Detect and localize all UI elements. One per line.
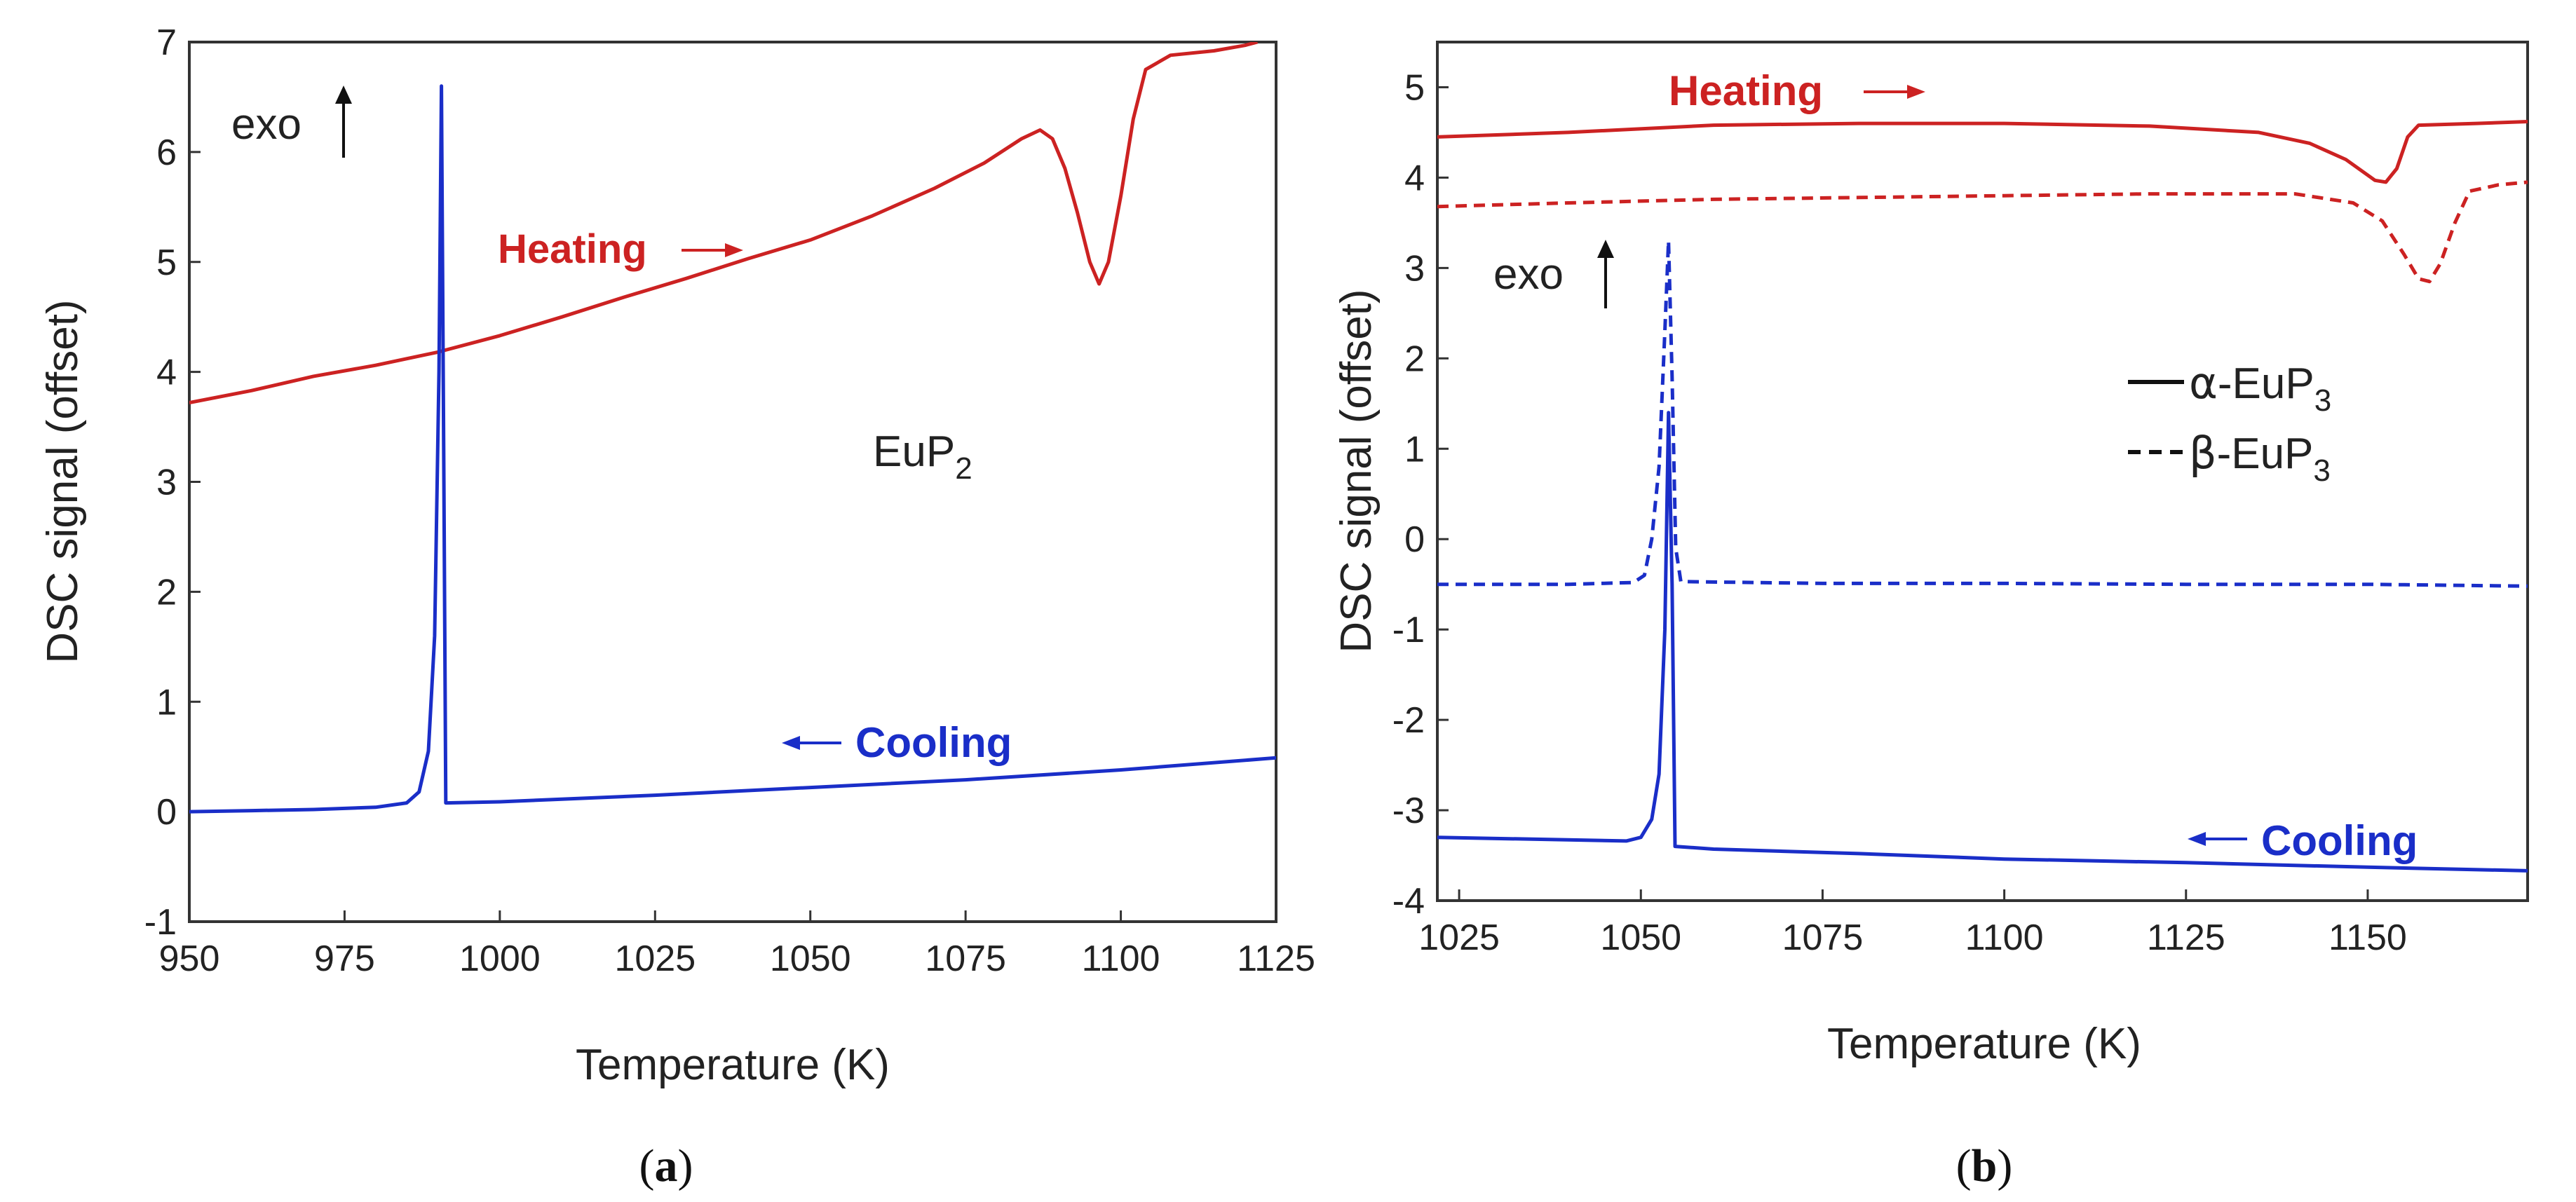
panel-a-x-tick-label: 950 bbox=[159, 938, 220, 979]
legend-item-alpha: α-EuP3 bbox=[2128, 357, 2331, 418]
panel-b-x-tick-label: 1025 bbox=[1418, 917, 1500, 958]
panel-a-y-tick-label: 0 bbox=[156, 792, 177, 833]
panel-a-caption-letter: a bbox=[655, 1140, 678, 1191]
panel-b-cooling-arrow-icon bbox=[2188, 832, 2247, 846]
panel-a-y-tick-label: 3 bbox=[156, 463, 177, 503]
legend-alpha-subscript: 3 bbox=[2314, 383, 2331, 418]
panel-a-x-tick-label: 1100 bbox=[1082, 938, 1160, 979]
panel-a-exo-arrow-icon bbox=[335, 86, 352, 158]
panel-b-caption-close: ) bbox=[1997, 1140, 2012, 1191]
legend-beta-greek: β bbox=[2189, 428, 2217, 479]
panel-b-exo-annotation: exo bbox=[1493, 240, 1614, 308]
panel-b-y-tick-label: 1 bbox=[1404, 429, 1425, 470]
panel-a-y-tick-label: 2 bbox=[156, 572, 177, 613]
panel-b-heating-label: Heating bbox=[1669, 67, 1823, 114]
panel-b-y-tick-label: -3 bbox=[1392, 791, 1425, 831]
panel-a-x-tick-label: 1125 bbox=[1237, 938, 1315, 979]
panel-a-caption-open: ( bbox=[639, 1140, 655, 1191]
panel-a-exo-label: exo bbox=[231, 100, 301, 149]
panel-a-caption-close: ) bbox=[678, 1140, 693, 1191]
panel-b-y-tick-label: -1 bbox=[1392, 610, 1425, 650]
panel-a-x-tick-label: 1075 bbox=[925, 938, 1006, 979]
panel-a-heating-annotation: Heating bbox=[498, 226, 743, 272]
panel-a-y-tick-label: 7 bbox=[156, 22, 177, 63]
panel-b-x-tick-label: 1100 bbox=[1965, 917, 2044, 958]
panel-a-sample-subscript: 2 bbox=[955, 451, 972, 486]
panel-b-series-line-2 bbox=[1437, 411, 2528, 873]
legend-alpha-greek: α bbox=[2189, 357, 2218, 409]
panel-a-y-tick-label: -1 bbox=[144, 902, 177, 943]
legend-alpha-label: α-EuP3 bbox=[2189, 357, 2331, 418]
panel-b-y-tick-label: -2 bbox=[1392, 700, 1425, 741]
panel-b: 1025 1050 1075 1100 1125 1150 -4 -3 -2 -1 0 1 2 3 4 5 T… bbox=[1332, 41, 2529, 1191]
panel-a-series-line-0 bbox=[189, 42, 1259, 404]
panel-a-caption-label: (a) bbox=[639, 1140, 693, 1191]
panel-a-y-tick-label: 6 bbox=[156, 132, 177, 173]
panel-b-y-tick-label: -4 bbox=[1392, 881, 1425, 922]
panel-b-x-tick-label: 1050 bbox=[1600, 917, 1681, 958]
panel-a-exo-annotation: exo bbox=[231, 86, 352, 158]
panel-b-y-tick-label: 5 bbox=[1404, 67, 1425, 108]
panel-b-x-axis-title: Temperature (K) bbox=[1827, 1020, 2141, 1068]
panel-a: 950 975 1000 1025 1050 1075 1100 1125 -1 0 1 2 3 4 5 6 7… bbox=[39, 22, 1315, 1191]
legend-beta-subscript: 3 bbox=[2313, 453, 2330, 488]
panel-b-heating-annotation: Heating bbox=[1669, 67, 1925, 114]
panel-b-series-line-0 bbox=[1437, 120, 2528, 184]
panel-a-sample-label: EuP2 bbox=[873, 428, 972, 486]
panel-a-x-tick-label: 975 bbox=[314, 938, 375, 979]
panel-a-y-tick-label: 4 bbox=[156, 353, 177, 393]
panel-b-y-axis-title: DSC signal (offset) bbox=[1332, 289, 1381, 653]
panel-b-x-tick-label: 1125 bbox=[2147, 917, 2225, 958]
panel-b-y-tick-label: 4 bbox=[1404, 158, 1425, 198]
panel-b-y-tick-label: 3 bbox=[1404, 248, 1425, 289]
panel-a-heating-label: Heating bbox=[498, 226, 647, 272]
panel-a-cooling-label: Cooling bbox=[855, 719, 1012, 766]
panel-a-x-tick-label: 1000 bbox=[459, 938, 541, 979]
panel-a-x-tick-label: 1050 bbox=[770, 938, 851, 979]
legend-beta-text: -EuP bbox=[2217, 430, 2314, 478]
panel-b-cooling-label: Cooling bbox=[2261, 817, 2418, 864]
panel-b-heating-arrow-icon bbox=[1864, 85, 1925, 99]
panel-b-caption-open: ( bbox=[1956, 1140, 1972, 1191]
panel-a-y-tick-label: 5 bbox=[156, 243, 177, 283]
panel-b-cooling-annotation: Cooling bbox=[2188, 817, 2418, 864]
panel-a-series-line-1 bbox=[189, 84, 1276, 814]
legend-alpha-text: -EuP bbox=[2218, 360, 2314, 408]
panel-b-caption-label: (b) bbox=[1956, 1140, 2013, 1191]
panel-a-x-tick-label: 1025 bbox=[614, 938, 696, 979]
panel-a-sample-name: EuP bbox=[873, 428, 955, 476]
panel-b-x-tick-label: 1150 bbox=[2328, 917, 2407, 958]
legend-beta-label: β-EuP3 bbox=[2189, 428, 2331, 488]
panel-b-plot-frame bbox=[1436, 41, 2529, 902]
panel-b-y-tick-label: 0 bbox=[1404, 519, 1425, 560]
panel-b-legend: α-EuP3 β-EuP3 bbox=[2128, 357, 2331, 488]
panel-b-y-tick-label: 2 bbox=[1404, 339, 1425, 379]
panel-a-y-tick-label: 1 bbox=[156, 682, 177, 723]
panel-a-heating-arrow-icon bbox=[682, 243, 743, 257]
legend-item-beta: β-EuP3 bbox=[2128, 428, 2331, 488]
panel-b-series-line-1 bbox=[1437, 180, 2528, 284]
panel-a-cooling-annotation: Cooling bbox=[782, 719, 1012, 766]
panel-a-cooling-arrow-icon bbox=[782, 736, 841, 750]
panel-b-series-line-3 bbox=[1437, 239, 2528, 588]
panel-b-exo-label: exo bbox=[1493, 250, 1564, 299]
panel-b-exo-arrow-icon bbox=[1597, 240, 1614, 308]
panel-b-caption-letter: b bbox=[1972, 1140, 1998, 1191]
panel-b-x-tick-label: 1075 bbox=[1782, 917, 1864, 958]
panel-a-y-axis-title: DSC signal (offset) bbox=[39, 299, 87, 663]
panel-a-x-axis-title: Temperature (K) bbox=[576, 1041, 890, 1089]
